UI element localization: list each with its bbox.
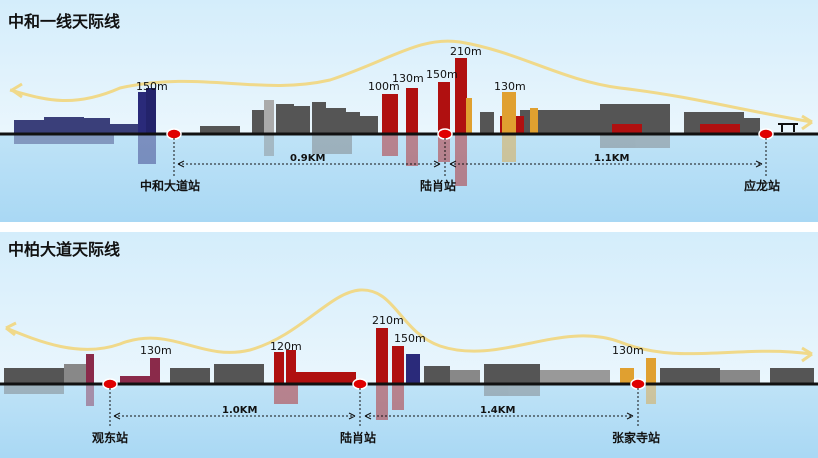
distance-arrow-icon (113, 412, 634, 420)
ridge-left-arrow-icon (5, 321, 17, 337)
ridge-left-arrow-icon (11, 82, 23, 99)
skyline-panel-zhongbai: 130m 120m 210m 150m 130m 1.0KM 1.4KM 观东站… (0, 232, 818, 458)
highrise-tower (530, 108, 538, 134)
station-name: 观东站 (92, 430, 128, 445)
distance-label: 1.0KM (222, 405, 257, 416)
station-marker[interactable] (102, 378, 118, 390)
highrise-tower (150, 358, 160, 384)
water-reflections (4, 384, 656, 420)
station-name: 陆肖站 (420, 178, 456, 193)
height-label: 120m (270, 340, 302, 353)
height-label: 150m (426, 68, 458, 81)
station-marker[interactable] (352, 378, 368, 390)
highrise-tower (120, 376, 150, 384)
station-name: 中和大道站 (140, 178, 200, 193)
station-marker[interactable] (630, 378, 646, 390)
skyline-drawing-1: 150m 100m 130m 150m 210m 130m 0.9KM 1.1K… (0, 39, 818, 193)
water-reflection-background (0, 134, 818, 222)
skyline-ridge-curve (5, 288, 813, 356)
height-label: 100m (368, 80, 400, 93)
station-name: 张家寺站 (612, 430, 660, 445)
highrise-tower (146, 88, 156, 134)
panel-title: 中柏大道天际线 (8, 240, 121, 259)
skyline-ridge-curve (9, 39, 813, 124)
station-marker[interactable] (758, 128, 774, 140)
distance-label: 1.4KM (480, 405, 515, 416)
highrise-tower (620, 368, 634, 384)
skyline-drawing-2: 130m 120m 210m 150m 130m 1.0KM 1.4KM 观东站… (0, 288, 818, 445)
distance-label: 1.1KM (594, 153, 629, 164)
height-label: 130m (392, 72, 424, 85)
highrise-tower (646, 358, 656, 384)
skyline-panel-zhonghe: 150m 100m 130m 150m 210m 130m 0.9KM 1.1K… (0, 0, 818, 222)
height-label: 130m (612, 344, 644, 357)
water-reflections (14, 134, 670, 186)
distance-label: 0.9KM (290, 153, 325, 164)
lowrise-buildings-left (14, 117, 138, 134)
ridge-right-arrow-icon (801, 346, 813, 363)
ridge-right-arrow-icon (801, 114, 813, 131)
bridge-icon (778, 123, 798, 132)
station-name: 陆肖站 (340, 430, 376, 445)
station-marker[interactable] (166, 128, 182, 140)
midrise-buildings-gray (200, 100, 760, 134)
highrise-tower (86, 354, 94, 384)
height-label: 150m (136, 80, 168, 93)
highrise-tower (466, 98, 472, 134)
station-marker[interactable] (437, 128, 453, 140)
water-reflection-background (0, 384, 818, 458)
panel-title: 中和一线天际线 (8, 12, 121, 31)
height-label: 150m (394, 332, 426, 345)
height-label: 130m (494, 80, 526, 93)
station-name: 应龙站 (744, 178, 780, 193)
height-label: 210m (372, 314, 404, 327)
midrise-buildings-gray (4, 364, 814, 384)
height-label: 130m (140, 344, 172, 357)
height-label: 210m (450, 45, 482, 58)
highrise-cluster-luxiao (274, 328, 404, 384)
distance-arrow-icon (177, 160, 763, 168)
highrise-tower (406, 354, 420, 384)
highrise-tower (502, 92, 516, 134)
